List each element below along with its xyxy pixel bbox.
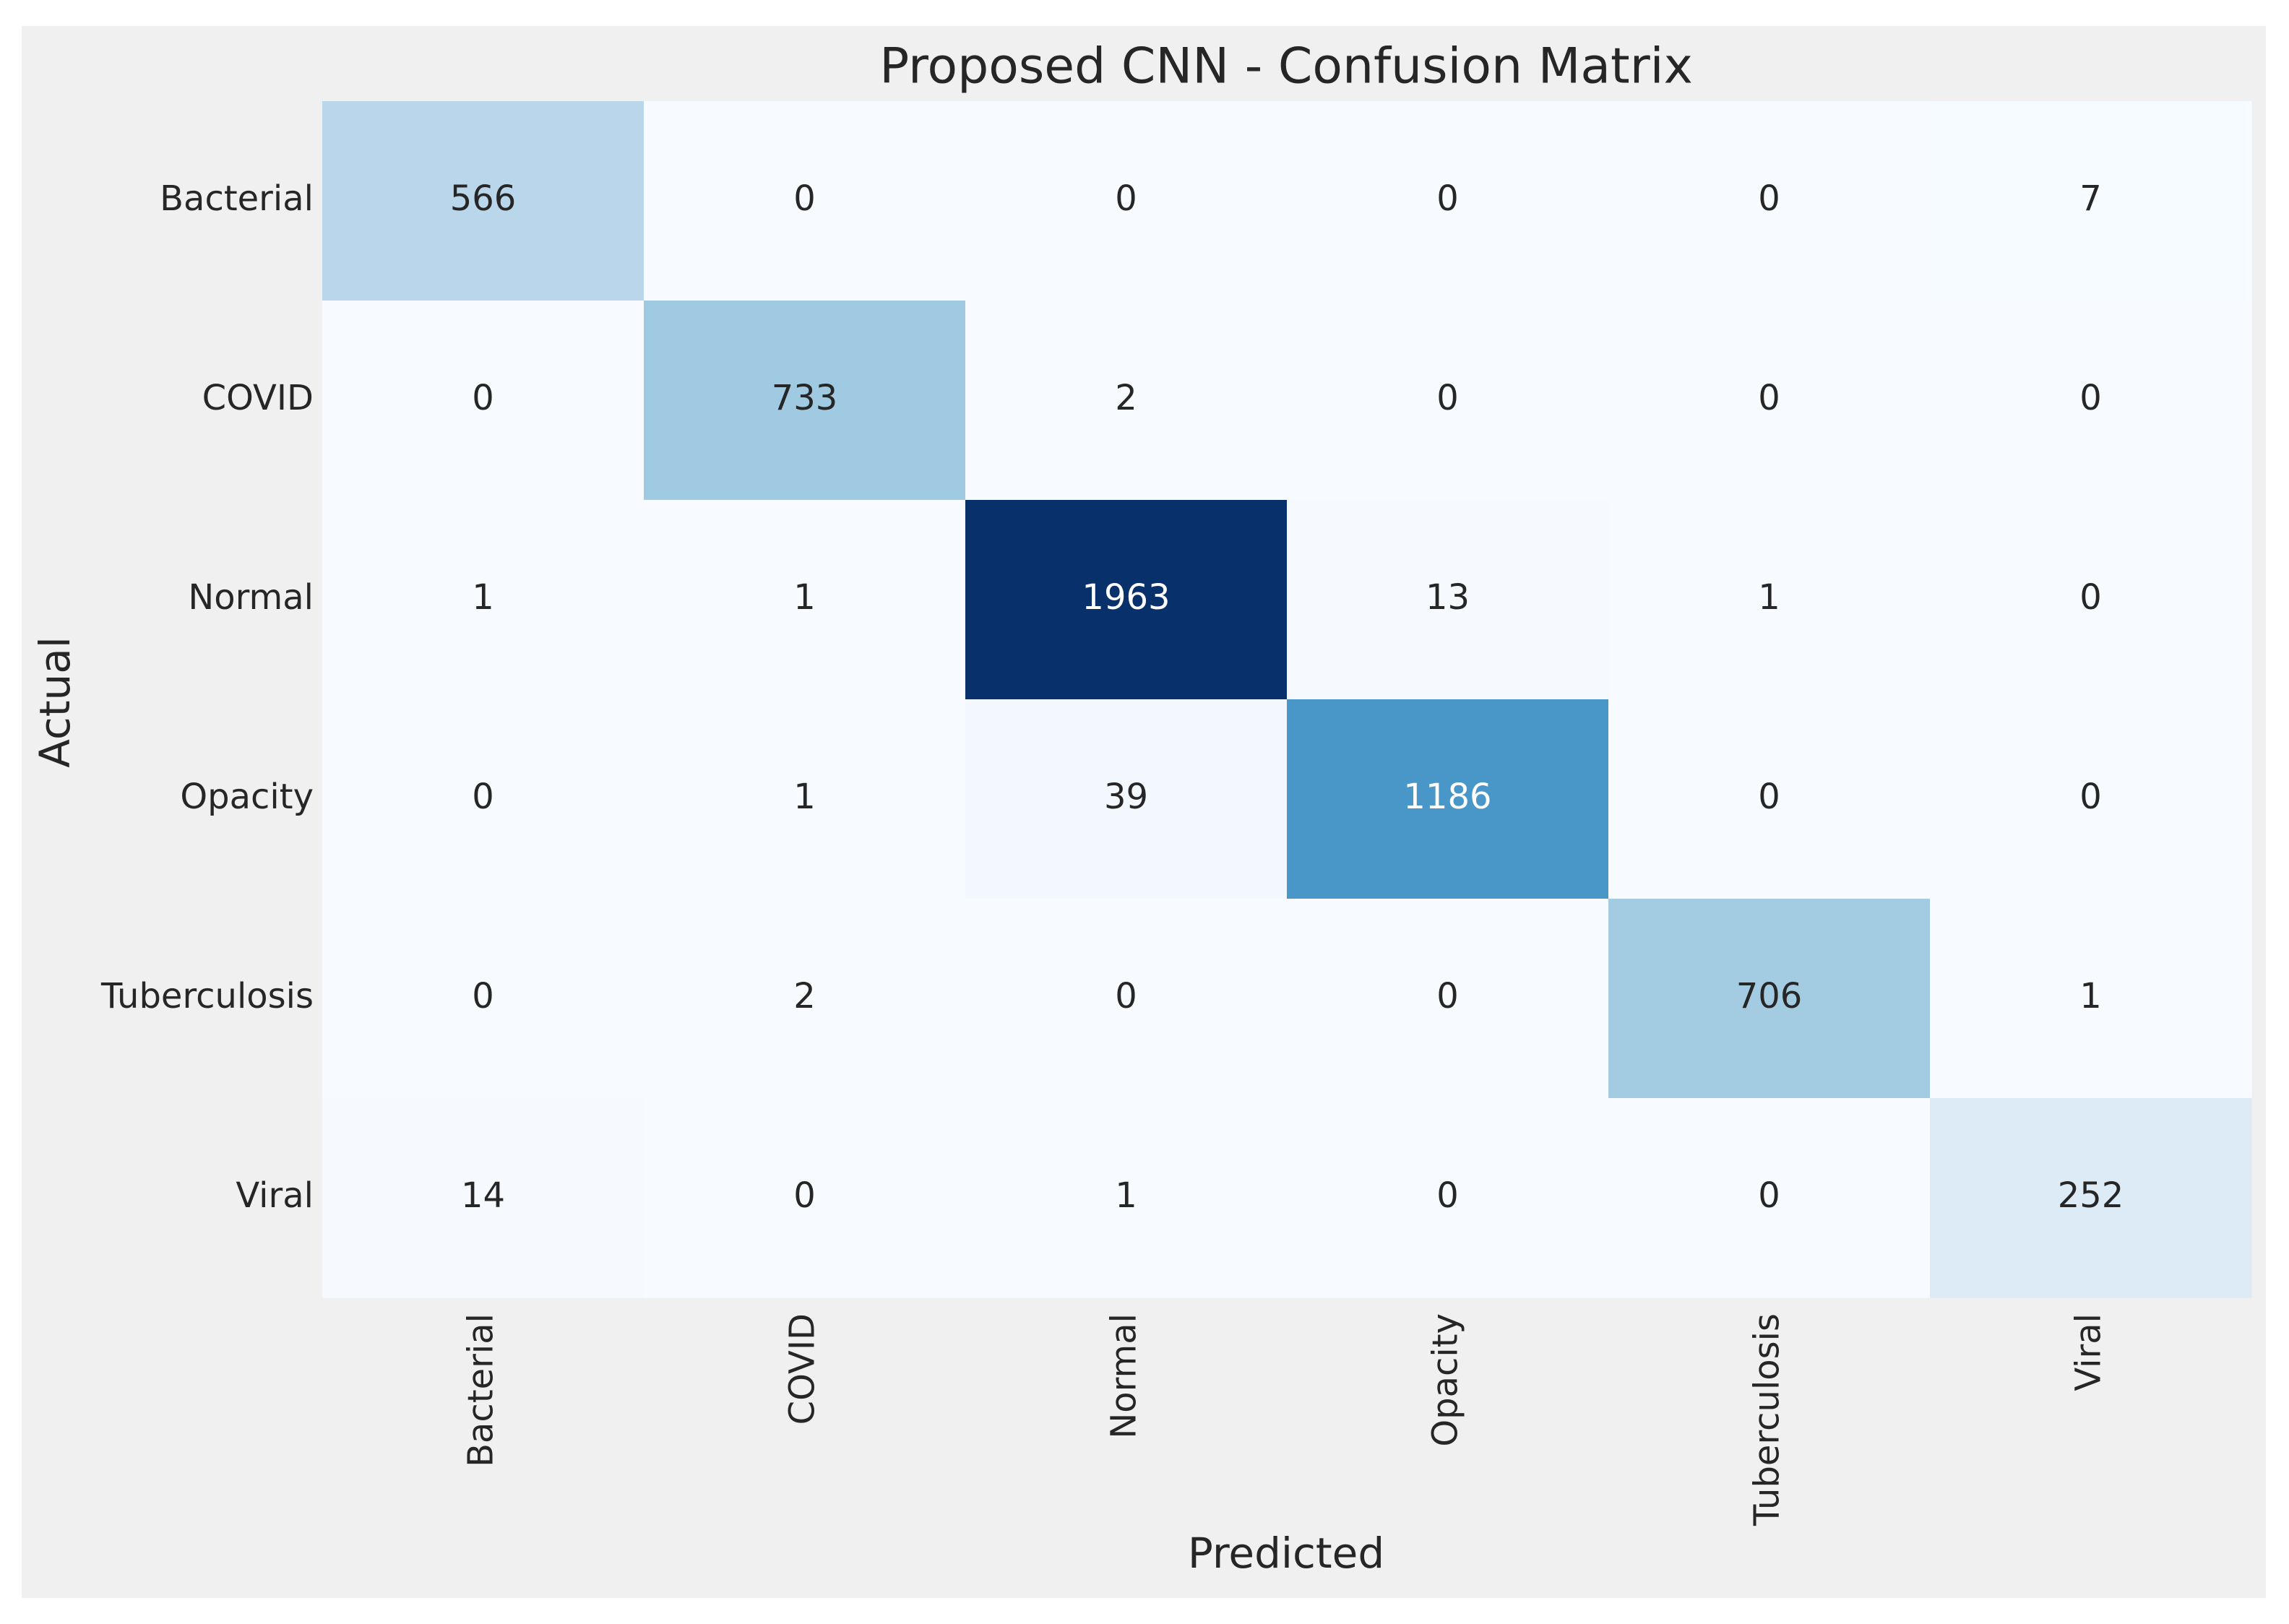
cell-value-viral-viral: 252: [2058, 1175, 2124, 1216]
heatmap-cell-opacity-bacterial: [322, 699, 645, 899]
cell-value-viral-normal: 1: [1115, 1175, 1137, 1216]
heatmap-cell-bacterial-bacterial: [322, 101, 645, 301]
cell-value-covid-covid: 733: [772, 378, 838, 418]
heatmap-cell-tuberculosis-tuberculosis: [1608, 899, 1931, 1099]
y-tick-normal: Normal: [188, 577, 314, 618]
heatmap-cell-bacterial-viral: [1930, 101, 2252, 301]
cell-value-bacterial-bacterial: 566: [450, 178, 517, 219]
heatmap-cell-covid-tuberculosis: [1608, 301, 1931, 501]
cell-value-tuberculosis-bacterial: 0: [472, 976, 494, 1016]
y-tick-covid: COVID: [202, 378, 314, 418]
heatmap-cell-bacterial-covid: [644, 101, 966, 301]
cell-value-viral-covid: 0: [793, 1175, 816, 1216]
heatmap-cells: [322, 101, 2252, 1298]
x-tick-opacity: Opacity: [1426, 1313, 1466, 1447]
cell-value-normal-normal: 1963: [1082, 577, 1170, 618]
heatmap-cell-normal-covid: [644, 500, 966, 700]
heatmap-cell-tuberculosis-covid: [644, 899, 966, 1099]
heatmap-cell-normal-viral: [1930, 500, 2252, 700]
heatmap-cell-bacterial-opacity: [1287, 101, 1609, 301]
x-tick-covid: COVID: [783, 1313, 823, 1425]
cell-annotations: 566 0 0 0 0 7 0 733 2 0 0 0 1 1 1963 13 1 0 0 1 39 1186 0 0 0 2 0 0…: [450, 178, 2124, 1216]
heatmap-cell-covid-viral: [1930, 301, 2252, 501]
heatmap-cell-normal-normal: [965, 500, 1288, 700]
cell-value-normal-tuberculosis: 1: [1758, 577, 1780, 618]
y-tick-opacity: Opacity: [180, 777, 314, 817]
cell-value-opacity-viral: 0: [2079, 777, 2102, 817]
cell-value-covid-tuberculosis: 0: [1758, 378, 1780, 418]
x-tick-labels: Bacterial COVID Normal Opacity Tuberculosis V…: [461, 1313, 2109, 1526]
cell-value-opacity-opacity: 1186: [1403, 777, 1491, 817]
cell-value-bacterial-viral: 7: [2079, 178, 2102, 219]
heatmap-cell-opacity-tuberculosis: [1608, 699, 1931, 899]
cell-value-bacterial-normal: 0: [1115, 178, 1137, 219]
x-tick-normal: Normal: [1104, 1313, 1144, 1439]
cell-value-normal-bacterial: 1: [472, 577, 494, 618]
heatmap-cell-normal-opacity: [1287, 500, 1609, 700]
cell-value-opacity-bacterial: 0: [472, 777, 494, 817]
cell-value-viral-opacity: 0: [1436, 1175, 1459, 1216]
heatmap-cell-covid-opacity: [1287, 301, 1609, 501]
cell-value-normal-covid: 1: [793, 577, 816, 618]
heatmap-cell-normal-tuberculosis: [1608, 500, 1931, 700]
heatmap-cell-viral-normal: [965, 1098, 1288, 1298]
heatmap-cell-normal-bacterial: [322, 500, 645, 700]
heatmap-cell-opacity-opacity: [1287, 699, 1609, 899]
heatmap-cell-tuberculosis-bacterial: [322, 899, 645, 1099]
cell-value-covid-opacity: 0: [1436, 378, 1459, 418]
cell-value-viral-bacterial: 14: [461, 1175, 505, 1216]
heatmap-cell-viral-tuberculosis: [1608, 1098, 1931, 1298]
cell-value-normal-opacity: 13: [1426, 577, 1470, 618]
heatmap-cell-opacity-covid: [644, 699, 966, 899]
cell-value-covid-normal: 2: [1115, 378, 1137, 418]
heatmap-cell-opacity-viral: [1930, 699, 2252, 899]
y-tick-labels: Bacterial COVID Normal Opacity Tuberculosis V…: [100, 178, 314, 1216]
cell-value-bacterial-opacity: 0: [1436, 178, 1459, 219]
heatmap-cell-covid-covid: [644, 301, 966, 501]
cell-value-normal-viral: 0: [2079, 577, 2102, 618]
y-tick-bacterial: Bacterial: [160, 178, 314, 219]
heatmap-cell-opacity-normal: [965, 699, 1288, 899]
cell-value-bacterial-tuberculosis: 0: [1758, 178, 1780, 219]
heatmap-cell-tuberculosis-opacity: [1287, 899, 1609, 1099]
heatmap-cell-viral-opacity: [1287, 1098, 1609, 1298]
cell-value-bacterial-covid: 0: [793, 178, 816, 219]
cell-value-tuberculosis-opacity: 0: [1436, 976, 1459, 1016]
x-tick-tuberculosis: Tuberculosis: [1747, 1313, 1788, 1526]
y-tick-tuberculosis: Tuberculosis: [100, 976, 314, 1016]
heatmap-cell-tuberculosis-viral: [1930, 899, 2252, 1099]
cell-value-opacity-normal: 39: [1104, 777, 1148, 817]
heatmap-cell-tuberculosis-normal: [965, 899, 1288, 1099]
heatmap-cell-bacterial-normal: [965, 101, 1288, 301]
heatmap-cell-bacterial-tuberculosis: [1608, 101, 1931, 301]
cell-value-opacity-tuberculosis: 0: [1758, 777, 1780, 817]
cell-value-tuberculosis-tuberculosis: 706: [1736, 976, 1803, 1016]
heatmap-cell-viral-viral: [1930, 1098, 2252, 1298]
cell-value-tuberculosis-normal: 0: [1115, 976, 1137, 1016]
heatmap-cell-covid-normal: [965, 301, 1288, 501]
chart-title: Proposed CNN - Confusion Matrix: [879, 38, 1693, 95]
y-tick-viral: Viral: [236, 1175, 314, 1216]
cell-value-covid-viral: 0: [2079, 378, 2102, 418]
heatmap-cell-covid-bacterial: [322, 301, 645, 501]
heatmap-cell-viral-covid: [644, 1098, 966, 1298]
cell-value-opacity-covid: 1: [793, 777, 816, 817]
x-tick-viral: Viral: [2069, 1313, 2109, 1391]
cell-value-tuberculosis-viral: 1: [2079, 976, 2102, 1016]
cell-value-tuberculosis-covid: 2: [793, 976, 816, 1016]
x-axis-label: Predicted: [1188, 1529, 1384, 1578]
cell-value-viral-tuberculosis: 0: [1758, 1175, 1780, 1216]
cell-value-covid-bacterial: 0: [472, 378, 494, 418]
x-tick-bacterial: Bacterial: [461, 1313, 501, 1467]
y-axis-label: Actual: [30, 636, 79, 768]
heatmap-cell-viral-bacterial: [322, 1098, 645, 1298]
